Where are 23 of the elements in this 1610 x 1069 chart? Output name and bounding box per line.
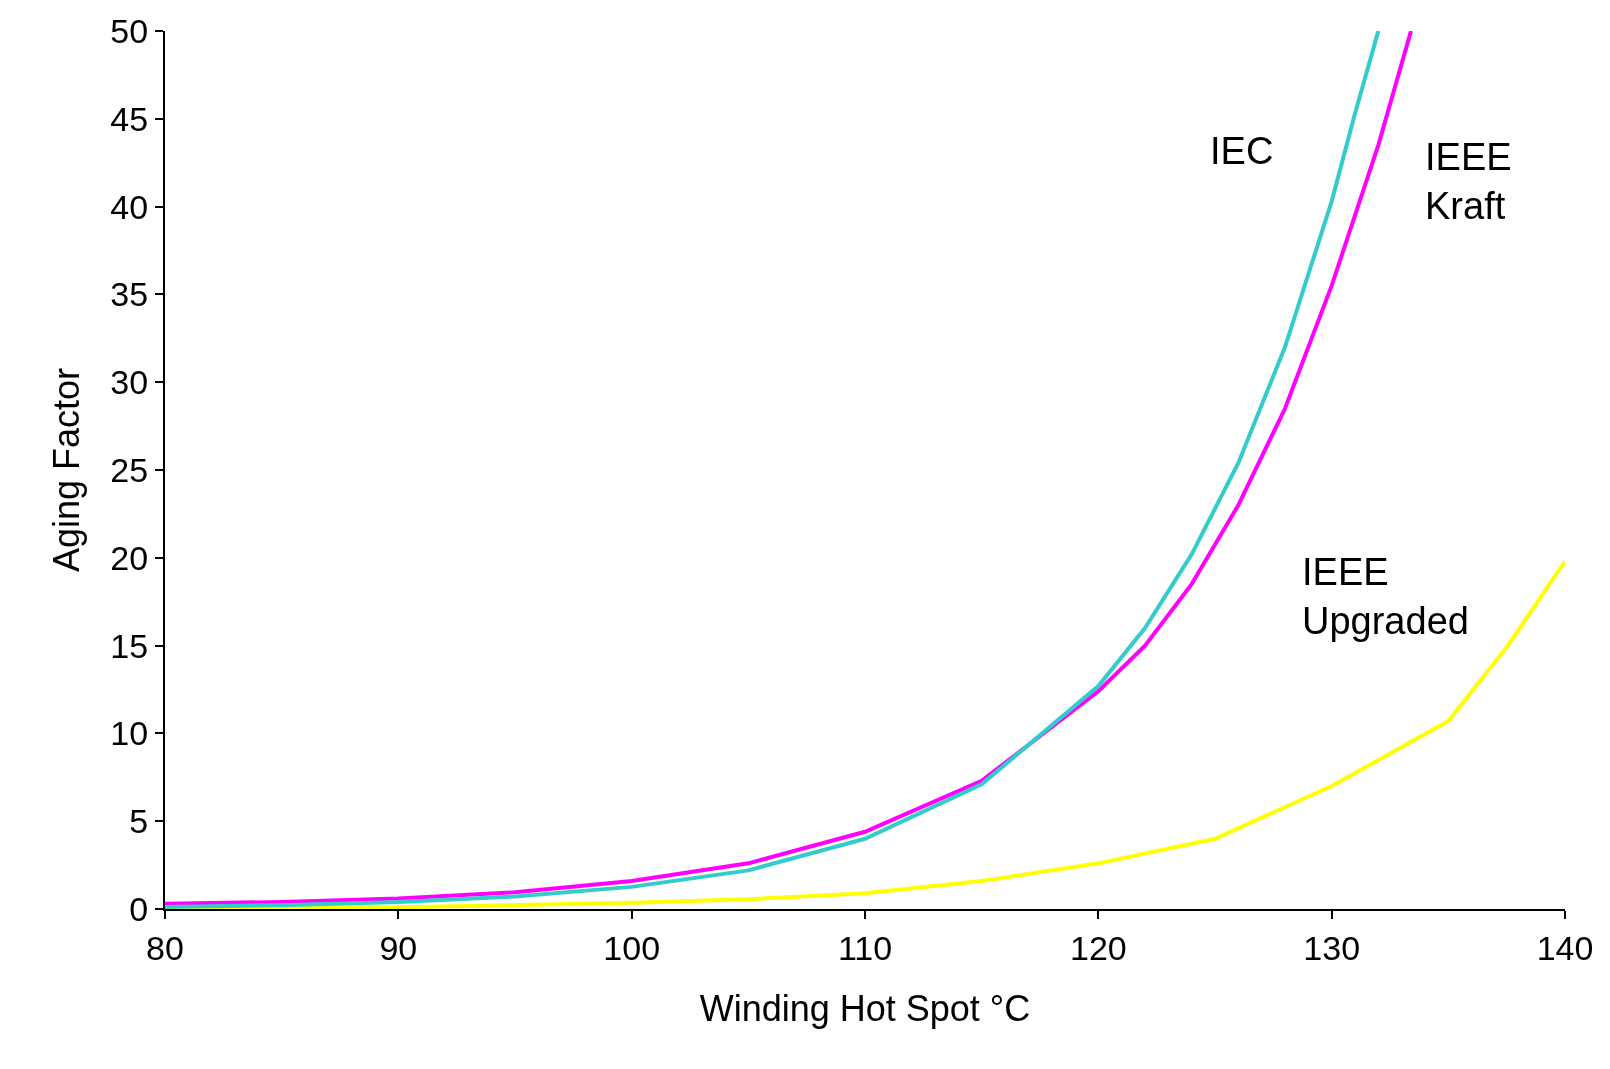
y-tick-label: 5	[129, 802, 149, 841]
x-tick-label: 130	[1303, 928, 1361, 967]
y-axis-title: Aging Factor	[45, 367, 87, 573]
x-tick-label: 120	[1069, 928, 1127, 967]
x-axis-title: Winding Hot Spot °C	[699, 988, 1031, 1029]
series-label: IEC	[1210, 130, 1274, 172]
x-tick-label: 140	[1536, 928, 1594, 967]
y-tick-label: 0	[129, 889, 149, 928]
y-tick-label: 15	[110, 626, 149, 665]
y-tick-label: 50	[110, 11, 149, 50]
series-label: IEEE Kraft	[1425, 136, 1512, 228]
y-tick-label: 10	[110, 714, 149, 753]
x-tick-label: 100	[603, 928, 661, 967]
y-tick-label: 20	[110, 538, 149, 577]
y-tick-label: 25	[110, 450, 149, 489]
x-tick-label: 90	[379, 928, 418, 967]
y-tick-label: 30	[110, 363, 149, 402]
y-tick-label: 40	[110, 187, 149, 226]
x-tick-label: 110	[837, 928, 893, 967]
series-label: IEEE Upgraded	[1302, 551, 1469, 643]
y-tick-label: 35	[110, 275, 149, 314]
y-tick-label: 45	[110, 99, 149, 138]
x-tick-label: 80	[146, 928, 184, 967]
